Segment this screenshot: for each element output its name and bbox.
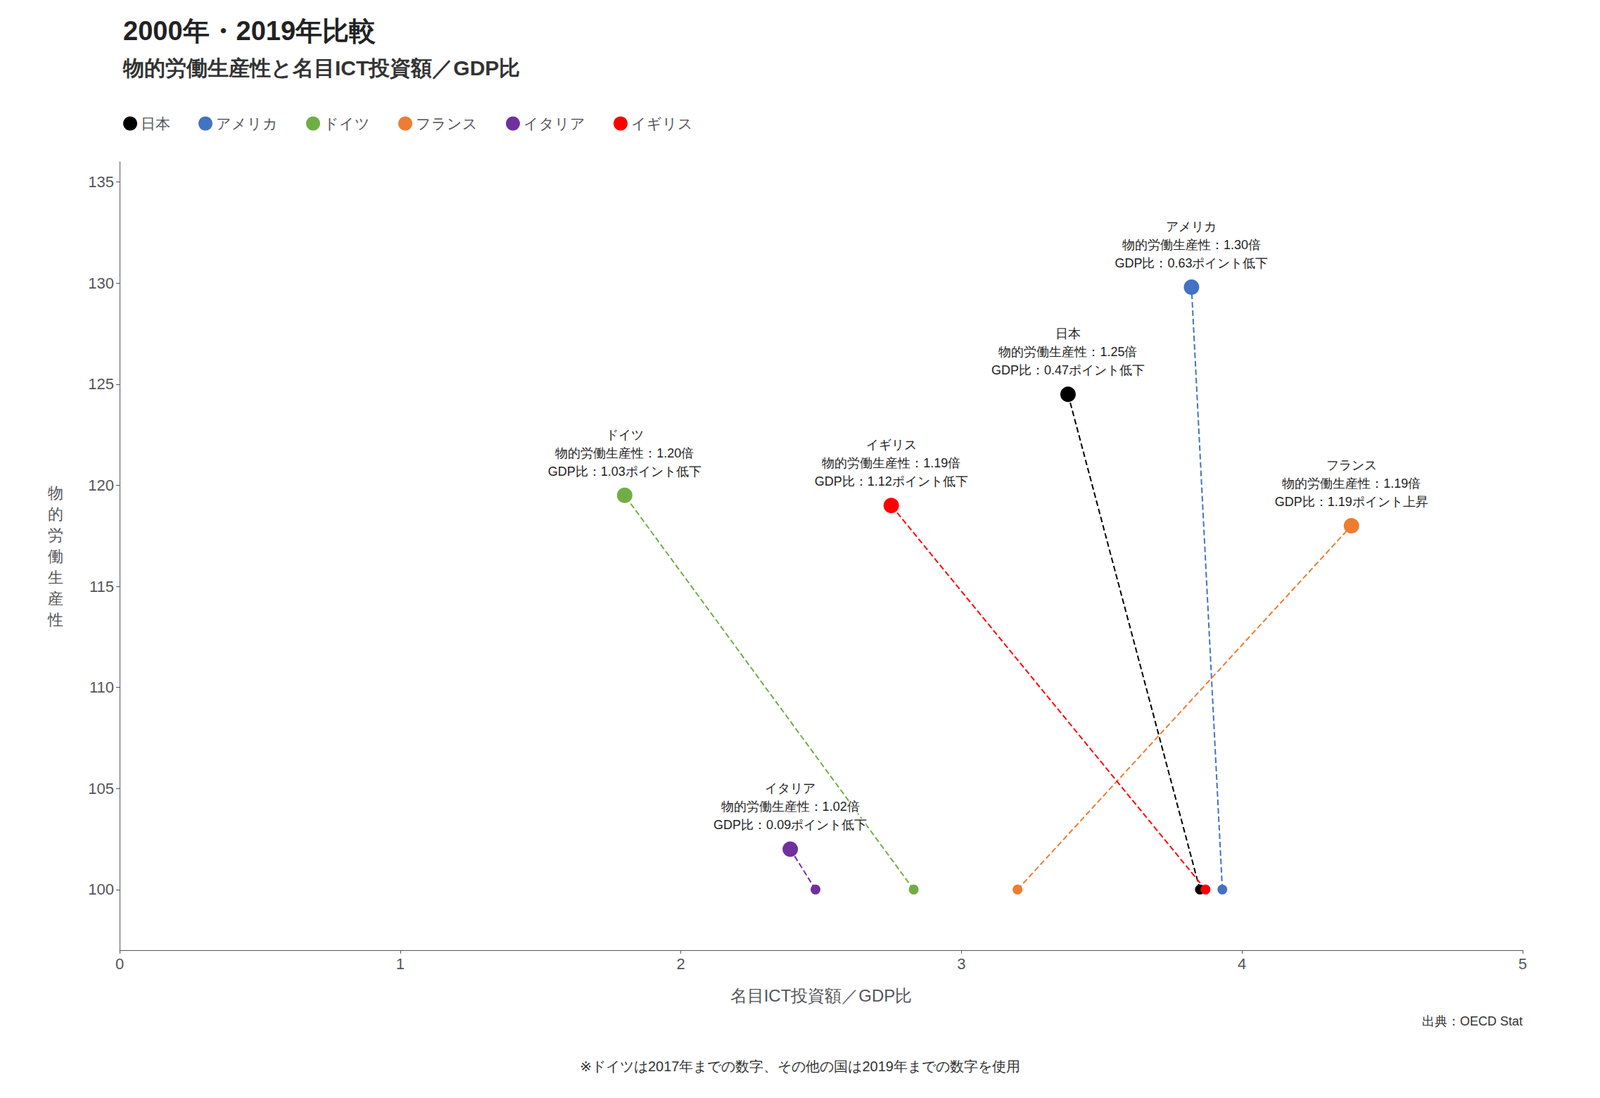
svg-text:イギリス: イギリス	[631, 115, 694, 132]
svg-text:物的労働生産性：1.19倍: 物的労働生産性：1.19倍	[1281, 476, 1421, 491]
svg-text:3: 3	[956, 954, 966, 973]
svg-text:105: 105	[87, 779, 114, 798]
svg-text:物的労働生産性：1.19倍: 物的労働生産性：1.19倍	[821, 455, 961, 471]
svg-text:0: 0	[115, 954, 124, 973]
svg-text:フランス: フランス	[415, 115, 478, 132]
svg-text:120: 120	[87, 476, 114, 494]
svg-text:115: 115	[89, 577, 114, 596]
svg-text:産: 産	[47, 589, 64, 608]
svg-text:ドイツ: ドイツ	[323, 115, 371, 132]
svg-text:アメリカ: アメリカ	[216, 115, 278, 132]
svg-text:5: 5	[1518, 954, 1527, 973]
svg-text:物: 物	[47, 484, 64, 502]
svg-text:日本: 日本	[140, 115, 171, 132]
svg-text:働: 働	[47, 547, 64, 565]
svg-text:労: 労	[47, 526, 64, 544]
svg-text:的: 的	[47, 505, 64, 523]
svg-text:物的労働生産性：1.02倍: 物的労働生産性：1.02倍	[721, 799, 860, 814]
svg-text:GDP比：1.19ポイント上昇: GDP比：1.19ポイント上昇	[1274, 494, 1429, 509]
svg-text:135: 135	[87, 173, 114, 191]
svg-text:生: 生	[47, 568, 64, 587]
svg-text:アメリカ: アメリカ	[1165, 219, 1217, 234]
svg-text:2: 2	[676, 954, 685, 973]
svg-text:性: 性	[47, 610, 64, 629]
svg-text:GDP比：1.03ポイント低下: GDP比：1.03ポイント低下	[548, 464, 702, 479]
svg-text:GDP比：1.12ポイント低下: GDP比：1.12ポイント低下	[814, 474, 969, 489]
svg-text:物的労働生産性：1.25倍: 物的労働生産性：1.25倍	[998, 344, 1138, 359]
svg-text:130: 130	[87, 274, 114, 292]
svg-text:イタリア: イタリア	[764, 781, 816, 796]
svg-text:物的労働生産性：1.30倍: 物的労働生産性：1.30倍	[1122, 237, 1261, 252]
svg-text:GDP比：0.09ポイント低下: GDP比：0.09ポイント低下	[713, 817, 867, 832]
svg-text:ドイツ: ドイツ	[605, 427, 644, 442]
svg-text:イタリア: イタリア	[523, 115, 586, 132]
svg-text:2000年・2019年比較: 2000年・2019年比較	[123, 16, 376, 46]
svg-text:GDP比：0.47ポイント低下: GDP比：0.47ポイント低下	[991, 363, 1145, 378]
svg-text:1: 1	[396, 954, 405, 973]
svg-text:4: 4	[1237, 954, 1247, 973]
svg-text:GDP比：0.63ポイント低下: GDP比：0.63ポイント低下	[1114, 256, 1268, 271]
svg-text:物的労働生産性と名目ICT投資額／GDP比: 物的労働生産性と名目ICT投資額／GDP比	[122, 56, 520, 80]
svg-text:100: 100	[87, 880, 114, 898]
svg-text:名目ICT投資額／GDP比: 名目ICT投資額／GDP比	[730, 985, 913, 1005]
svg-text:110: 110	[89, 678, 114, 696]
svg-text:※ドイツは2017年までの数字、その他の国は2019年までの: ※ドイツは2017年までの数字、その他の国は2019年までの数字を使用	[579, 1058, 1021, 1074]
svg-text:イギリス: イギリス	[866, 437, 917, 452]
svg-text:物的労働生産性：1.20倍: 物的労働生産性：1.20倍	[555, 446, 694, 461]
svg-text:フランス: フランス	[1326, 458, 1377, 473]
svg-text:出典：OECD Stat: 出典：OECD Stat	[1421, 1013, 1523, 1028]
svg-text:日本: 日本	[1055, 326, 1081, 341]
svg-text:125: 125	[87, 375, 114, 393]
